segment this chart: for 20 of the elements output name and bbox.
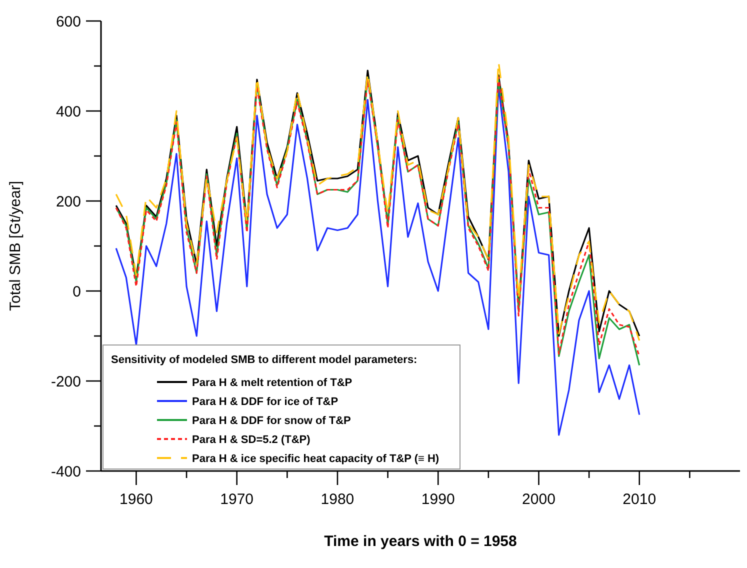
y-tick-label: 600 — [56, 13, 81, 30]
x-tick-label: 1980 — [320, 491, 354, 508]
legend-label: Para H & melt retention of T&P — [192, 377, 352, 389]
y-tick-label: 0 — [72, 283, 81, 300]
x-axis-title: Time in years with 0 = 1958 — [324, 533, 517, 550]
x-tick-label: 2010 — [622, 491, 656, 508]
x-tick-label: 1960 — [120, 491, 153, 508]
y-axis-title: Total SMB [Gt/year] — [7, 180, 24, 312]
legend-label: Para H & ice specific heat capacity of T&P (≡ H) — [192, 453, 440, 465]
legend-title: Sensitivity of modeled SMB to different model parameters: — [111, 354, 418, 366]
y-tick-label: -400 — [50, 463, 81, 480]
y-tick-label: -200 — [50, 373, 81, 390]
legend-label: Para H & SD=5.2 (T&P) — [192, 434, 311, 446]
legend-label: Para H & DDF for snow of T&P — [192, 415, 351, 427]
x-tick-label: 1970 — [220, 491, 254, 508]
y-tick-label: 400 — [56, 103, 81, 120]
y-tick-label: 200 — [56, 193, 81, 210]
x-tick-label: 1990 — [421, 491, 455, 508]
legend-label: Para H & DDF for ice of T&P — [192, 396, 338, 408]
x-tick-label: 2000 — [522, 491, 556, 508]
